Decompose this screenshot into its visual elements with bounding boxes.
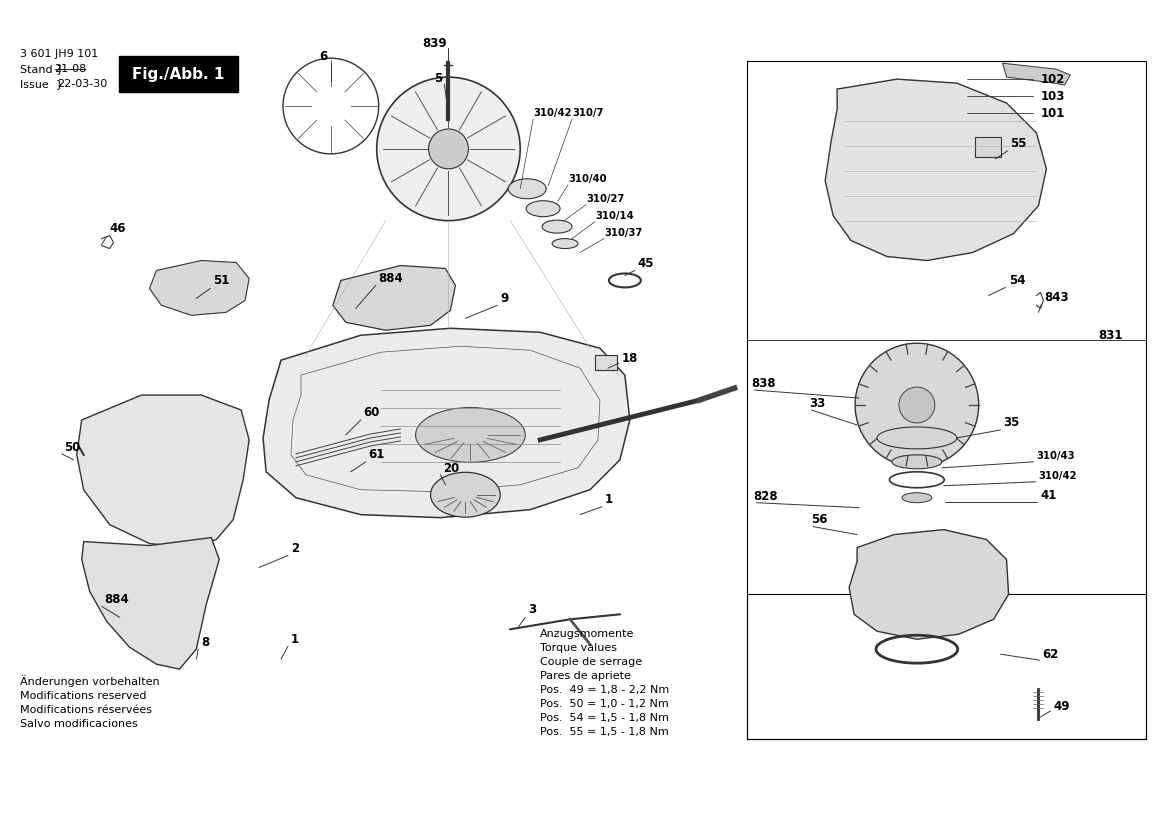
Ellipse shape: [542, 221, 572, 233]
Text: 3: 3: [528, 603, 537, 616]
Text: Pos.  54 = 1,5 - 1,8 Nm: Pos. 54 = 1,5 - 1,8 Nm: [540, 713, 669, 723]
Text: 831: 831: [1098, 329, 1122, 342]
Text: 46: 46: [110, 222, 126, 235]
Text: 60: 60: [364, 406, 380, 420]
Polygon shape: [263, 328, 630, 518]
Text: 6: 6: [319, 50, 327, 63]
Text: Stand }: Stand }: [20, 64, 63, 74]
Text: 843: 843: [1044, 291, 1070, 304]
Text: 839: 839: [422, 36, 447, 50]
Text: 49: 49: [1053, 700, 1070, 713]
Text: 2̶1̶-̶0̶8̶: 2̶1̶-̶0̶8̶: [55, 64, 87, 74]
Text: 103: 103: [1040, 89, 1065, 102]
Text: 3 601 JH9 101: 3 601 JH9 101: [20, 50, 98, 59]
Ellipse shape: [415, 407, 525, 463]
Text: 310/42: 310/42: [1038, 471, 1077, 481]
Polygon shape: [82, 538, 220, 669]
Bar: [595, 355, 617, 370]
Bar: [747, 61, 1146, 739]
Text: 310/40: 310/40: [568, 173, 607, 184]
Text: 56: 56: [811, 513, 828, 526]
Text: 41: 41: [1040, 489, 1057, 502]
Ellipse shape: [430, 472, 500, 517]
Text: 101: 101: [1040, 107, 1065, 120]
Ellipse shape: [877, 427, 956, 449]
Polygon shape: [1003, 63, 1071, 85]
Text: Issue  }: Issue }: [20, 79, 63, 89]
Text: 5: 5: [435, 72, 443, 84]
Ellipse shape: [892, 455, 942, 469]
FancyBboxPatch shape: [118, 56, 238, 92]
Text: 310/43: 310/43: [1037, 451, 1075, 461]
Ellipse shape: [902, 493, 932, 503]
Text: Pos.  49 = 1,8 - 2,2 Nm: Pos. 49 = 1,8 - 2,2 Nm: [540, 685, 670, 695]
Text: 1: 1: [291, 633, 299, 646]
Text: Salvo modificaciones: Salvo modificaciones: [20, 719, 138, 729]
Text: 35: 35: [1003, 416, 1021, 430]
Circle shape: [899, 387, 935, 423]
Ellipse shape: [526, 201, 560, 216]
Text: Änderungen vorbehalten: Änderungen vorbehalten: [20, 675, 159, 687]
Text: 310/42: 310/42: [533, 108, 572, 118]
Circle shape: [855, 344, 978, 467]
Polygon shape: [825, 79, 1046, 260]
Text: 18: 18: [622, 352, 638, 365]
Circle shape: [376, 77, 520, 221]
Text: 310/37: 310/37: [604, 228, 642, 238]
Text: 62: 62: [1043, 648, 1059, 661]
Text: 828: 828: [754, 490, 779, 503]
Text: 310/27: 310/27: [586, 194, 624, 204]
Polygon shape: [849, 529, 1009, 639]
Text: Fig./Abb. 1: Fig./Abb. 1: [132, 67, 224, 82]
Ellipse shape: [509, 178, 546, 199]
Polygon shape: [150, 260, 249, 316]
Text: 310/7: 310/7: [572, 108, 603, 118]
Text: 9: 9: [500, 292, 509, 305]
Text: 61: 61: [368, 449, 385, 462]
Text: 838: 838: [752, 377, 776, 390]
Text: Anzugsmomente: Anzugsmomente: [540, 629, 635, 639]
Text: Couple de serrage: Couple de serrage: [540, 657, 642, 667]
Polygon shape: [77, 395, 249, 548]
Text: 50: 50: [64, 441, 81, 454]
Text: 55: 55: [1010, 137, 1028, 150]
Text: Torque values: Torque values: [540, 643, 617, 653]
Text: 2: 2: [291, 542, 299, 555]
Text: 33: 33: [809, 396, 825, 410]
Bar: [975, 137, 1001, 157]
Text: Modifications reserved: Modifications reserved: [20, 691, 146, 701]
Polygon shape: [333, 265, 456, 330]
Text: Pares de apriete: Pares de apriete: [540, 671, 631, 681]
Text: 54: 54: [1009, 274, 1025, 287]
Text: 8: 8: [201, 636, 209, 648]
Circle shape: [429, 129, 469, 169]
Text: 51: 51: [213, 274, 229, 287]
Text: 20: 20: [443, 463, 459, 475]
Ellipse shape: [552, 239, 577, 249]
Text: 884: 884: [104, 593, 130, 606]
Text: 102: 102: [1040, 73, 1065, 86]
Bar: [747, 595, 1146, 739]
Text: 310/14: 310/14: [595, 211, 634, 221]
Text: Pos.  50 = 1,0 - 1,2 Nm: Pos. 50 = 1,0 - 1,2 Nm: [540, 699, 669, 709]
Text: Pos.  55 = 1,5 - 1,8 Nm: Pos. 55 = 1,5 - 1,8 Nm: [540, 727, 669, 737]
Text: Modifications réservées: Modifications réservées: [20, 705, 152, 715]
Text: 45: 45: [638, 257, 655, 270]
Text: 1: 1: [604, 493, 613, 506]
Text: 884: 884: [379, 272, 403, 285]
Text: 22-03-30: 22-03-30: [57, 79, 108, 89]
